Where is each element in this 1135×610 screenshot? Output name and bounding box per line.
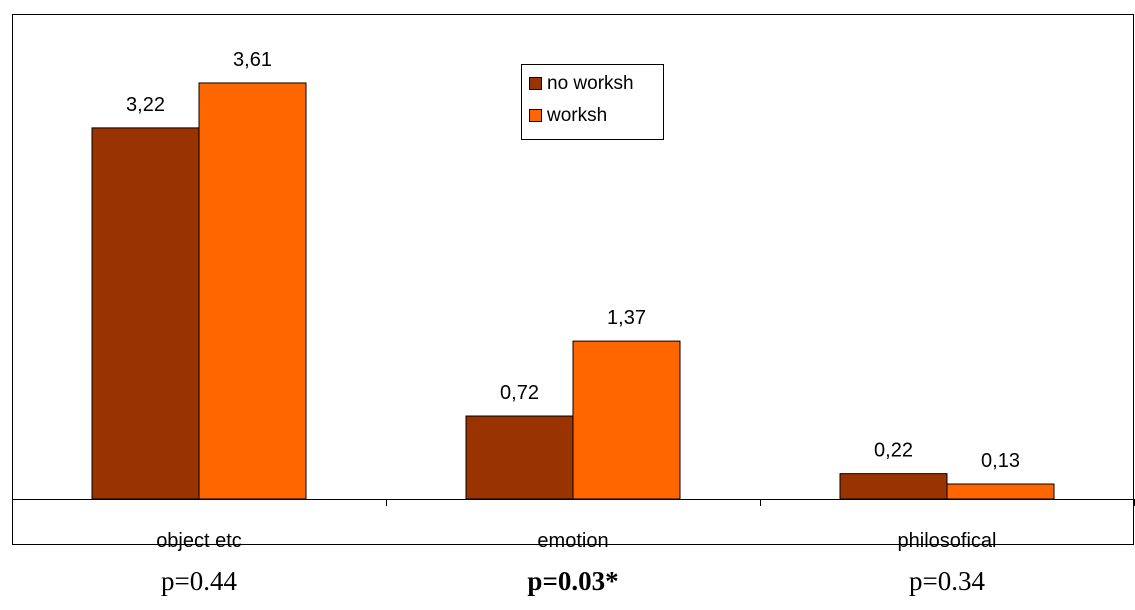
- legend-swatch-1: [529, 109, 542, 122]
- data-label-0-1: 0,72: [500, 382, 539, 404]
- legend-label-0: no worksh: [547, 73, 634, 94]
- bar-worksh-1: [572, 340, 681, 500]
- bar-no-worksh-2: [839, 473, 948, 500]
- p-value-row: p=0.44 p=0.03* p=0.34: [0, 566, 1135, 602]
- p-value-object-etc: p=0.44: [161, 566, 237, 596]
- data-label-1-1: 1,37: [607, 307, 646, 329]
- data-label-1-2: 0,13: [981, 450, 1020, 472]
- data-label-1-0: 3,61: [233, 49, 272, 71]
- p-value-philosofical: p=0.34: [909, 566, 985, 596]
- p-value-emotion: p=0.03*: [527, 566, 619, 596]
- data-label-0-2: 0,22: [874, 440, 913, 462]
- chart-frame: [12, 14, 1134, 545]
- bar-no-worksh-1: [465, 415, 574, 500]
- x-tick-label-1: emotion: [537, 530, 608, 552]
- legend-label-1: worksh: [546, 105, 607, 126]
- bar-worksh-0: [198, 82, 307, 500]
- x-tick-label-2: philosofical: [898, 530, 997, 552]
- x-tick-label-0: object etc: [156, 530, 242, 552]
- data-label-0-0: 3,22: [126, 94, 165, 116]
- bar-worksh-2: [946, 483, 1055, 500]
- legend-swatch-0: [529, 77, 542, 90]
- bar-no-worksh-0: [91, 127, 200, 500]
- legend-box: [521, 64, 664, 140]
